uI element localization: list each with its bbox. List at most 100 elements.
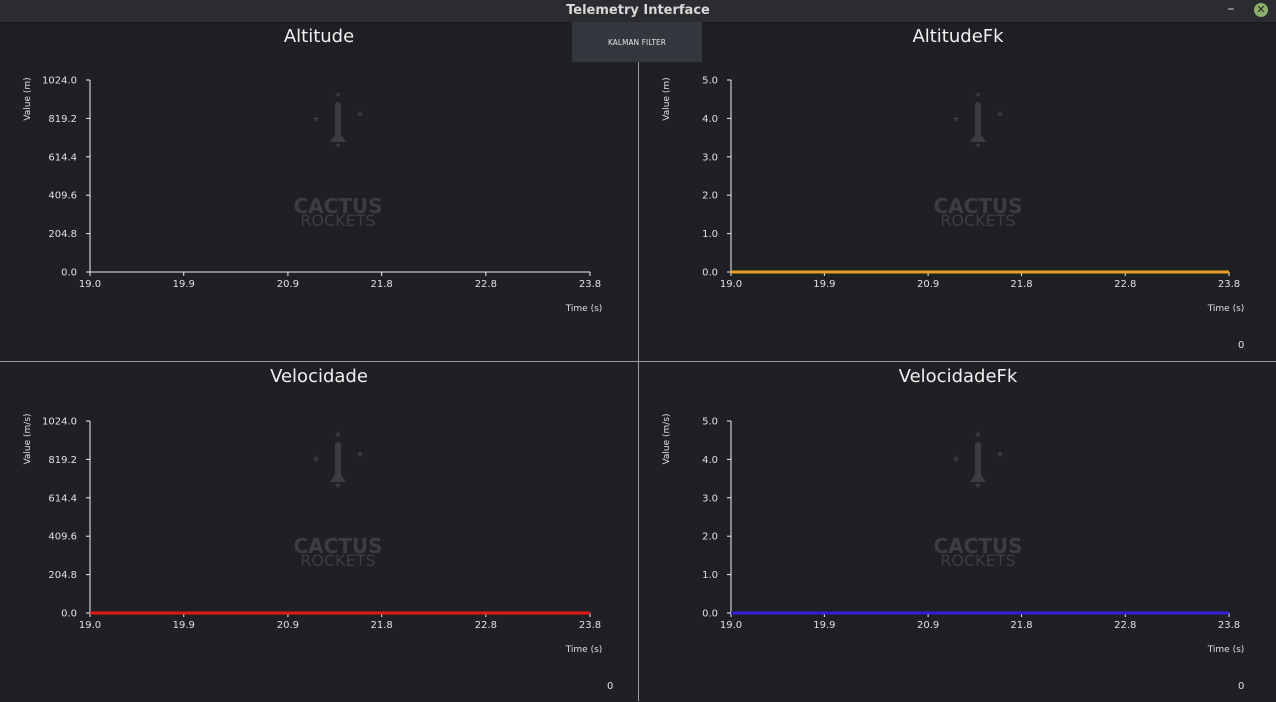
velocidade-fk-ytick-label: 5.0 xyxy=(702,417,718,428)
velocidade-fk-panel: VelocidadeFk Value (m/s) Time (s) ★ ★ ★ ★ CA… xyxy=(639,362,1276,702)
altitude-chart-title: Altitude xyxy=(283,26,355,47)
velocidade-xtick-label: 20.9 xyxy=(277,620,299,631)
rocket-icon xyxy=(975,102,981,140)
altitude-ytick-label: 204.8 xyxy=(48,229,77,240)
altitude-fk-xtick-label: 23.8 xyxy=(1218,279,1240,290)
watermark-line1: CACTUS xyxy=(933,194,1022,218)
altitude-fk-xtick-label: 21.8 xyxy=(1010,279,1032,290)
velocidade-xlabel: Time (s) xyxy=(565,645,603,655)
watermark-line1: CACTUS xyxy=(293,194,382,218)
velocidade-ytick-label: 1024.0 xyxy=(42,417,77,428)
rocket-fin-icon xyxy=(970,130,986,142)
velocidade-fk-xtick-label: 22.8 xyxy=(1114,620,1136,631)
altitude-ytick-label: 0.0 xyxy=(61,268,77,279)
rocket-icon xyxy=(335,102,341,140)
velocidade-fk-ytick-label: 0.0 xyxy=(702,609,718,620)
close-button[interactable]: ✕ xyxy=(1254,3,1268,17)
altitude-xtick-label: 23.8 xyxy=(579,279,601,290)
star-icon: ★ xyxy=(974,90,981,99)
altitude-xtick-label: 22.8 xyxy=(475,279,497,290)
minimize-button[interactable]: – xyxy=(1227,1,1235,17)
velocidade-xtick-label: 23.8 xyxy=(579,620,601,631)
altitude-ytick-label: 614.4 xyxy=(48,152,77,163)
star-icon: ★ xyxy=(996,450,1004,460)
kalman-filter-button[interactable]: KALMAN FILTER xyxy=(572,22,702,62)
velocidade-fk-xtick-label: 19.9 xyxy=(813,620,835,631)
star-icon: ★ xyxy=(334,430,341,439)
velocidade-fk-xtick-label: 21.8 xyxy=(1010,620,1032,631)
altitude-fk-ytick-label: 2.0 xyxy=(702,191,718,202)
velocidade-ytick-label: 614.4 xyxy=(48,493,77,504)
altitude-fk-xtick-label: 22.8 xyxy=(1114,279,1136,290)
velocidade-counter: 0 xyxy=(607,681,614,692)
altitude-fk-chart: Value (m) Time (s) ★ ★★★CACTUSROCKETS0.01… xyxy=(662,76,1245,315)
altitude-xtick-label: 20.9 xyxy=(277,279,299,290)
velocidade-fk-ytick-label: 4.0 xyxy=(702,455,718,466)
velocidade-ytick-label: 204.8 xyxy=(48,570,77,581)
star-icon: ★ xyxy=(334,90,341,99)
vertical-divider xyxy=(638,62,639,701)
altitude-fk-ytick-label: 4.0 xyxy=(702,114,718,125)
velocidade-xtick-label: 19.0 xyxy=(79,620,101,631)
velocidade-chart-title: Velocidade xyxy=(270,366,368,387)
velocidade-fk-ytick-label: 2.0 xyxy=(702,532,718,543)
altitude-fk-ytick-label: 3.0 xyxy=(702,152,718,163)
star-icon: ★ xyxy=(952,115,960,125)
altitude-fk-xtick-label: 19.9 xyxy=(813,279,835,290)
watermark-line2: ROCKETS xyxy=(300,551,375,570)
star-icon: ★ xyxy=(996,110,1004,120)
star-icon: ★ xyxy=(974,141,981,150)
star-icon: ★ xyxy=(952,455,960,465)
altitude-panel: Altitude Value (m) Time (s) ★ ★ ★ ★ CACTUS RO… xyxy=(0,22,638,362)
altitude-fk-counter: 0 xyxy=(1238,340,1245,351)
velocidade-fk-ytick-label: 3.0 xyxy=(702,493,718,504)
altitude-xtick-label: 19.0 xyxy=(79,279,101,290)
velocidade-ytick-label: 409.6 xyxy=(48,532,77,543)
altitude-fk-ytick-label: 1.0 xyxy=(702,229,718,240)
velocidade-fk-xtick-label: 23.8 xyxy=(1218,620,1240,631)
window-titlebar: Telemetry Interface – ✕ xyxy=(0,0,1276,23)
star-icon: ★ xyxy=(356,450,364,460)
altitude-fk-xtick-label: 20.9 xyxy=(917,279,939,290)
star-icon: ★ xyxy=(974,481,981,490)
altitude-fk-xlabel: Time (s) xyxy=(1207,304,1245,314)
watermark-line2: ROCKETS xyxy=(300,211,375,230)
watermark-line1: CACTUS xyxy=(293,534,382,558)
velocidade-xtick-label: 19.9 xyxy=(173,620,195,631)
velocidade-fk-xlabel: Time (s) xyxy=(1207,645,1245,655)
velocidade-ytick-label: 0.0 xyxy=(61,609,77,620)
watermark-line2: ROCKETS xyxy=(940,551,1015,570)
star-icon: ★ xyxy=(334,481,341,490)
altitude-fk-ytick-label: 0.0 xyxy=(702,268,718,279)
star-icon: ★ xyxy=(312,115,320,125)
altitude-ytick-label: 819.2 xyxy=(48,114,77,125)
velocidade-fk-ylabel: Value (m/s) xyxy=(662,413,672,464)
watermark-line2: ROCKETS xyxy=(940,211,1015,230)
altitude-ytick-label: 409.6 xyxy=(48,191,77,202)
altitude-fk-xtick-label: 19.0 xyxy=(720,279,742,290)
altitude-fk-panel: AltitudeFk Value (m) Time (s) ★ ★ ★ ★ CACTUS… xyxy=(639,22,1276,362)
altitude-xtick-label: 21.8 xyxy=(371,279,393,290)
velocidade-ytick-label: 819.2 xyxy=(48,455,77,466)
altitude-xtick-label: 19.9 xyxy=(173,279,195,290)
altitude-fk-ylabel: Value (m) xyxy=(662,77,672,120)
velocidade-fk-counter: 0 xyxy=(1238,681,1245,692)
altitude-fk-ytick-label: 5.0 xyxy=(702,76,718,87)
watermark-line1: CACTUS xyxy=(933,534,1022,558)
altitude-ylabel: Value (m) xyxy=(23,77,33,120)
velocidade-panel: Velocidade Value (m/s) Time (s) ★ ★ ★ ★ CACT… xyxy=(0,362,638,702)
velocidade-xtick-label: 22.8 xyxy=(475,620,497,631)
velocidade-fk-ytick-label: 1.0 xyxy=(702,570,718,581)
velocidade-ylabel: Value (m/s) xyxy=(23,413,33,464)
velocidade-fk-xtick-label: 19.0 xyxy=(720,620,742,631)
rocket-fin-icon xyxy=(330,130,346,142)
horizontal-divider xyxy=(0,361,1276,362)
altitude-ytick-label: 1024.0 xyxy=(42,76,77,87)
star-icon: ★ xyxy=(312,455,320,465)
rocket-icon xyxy=(975,442,981,480)
